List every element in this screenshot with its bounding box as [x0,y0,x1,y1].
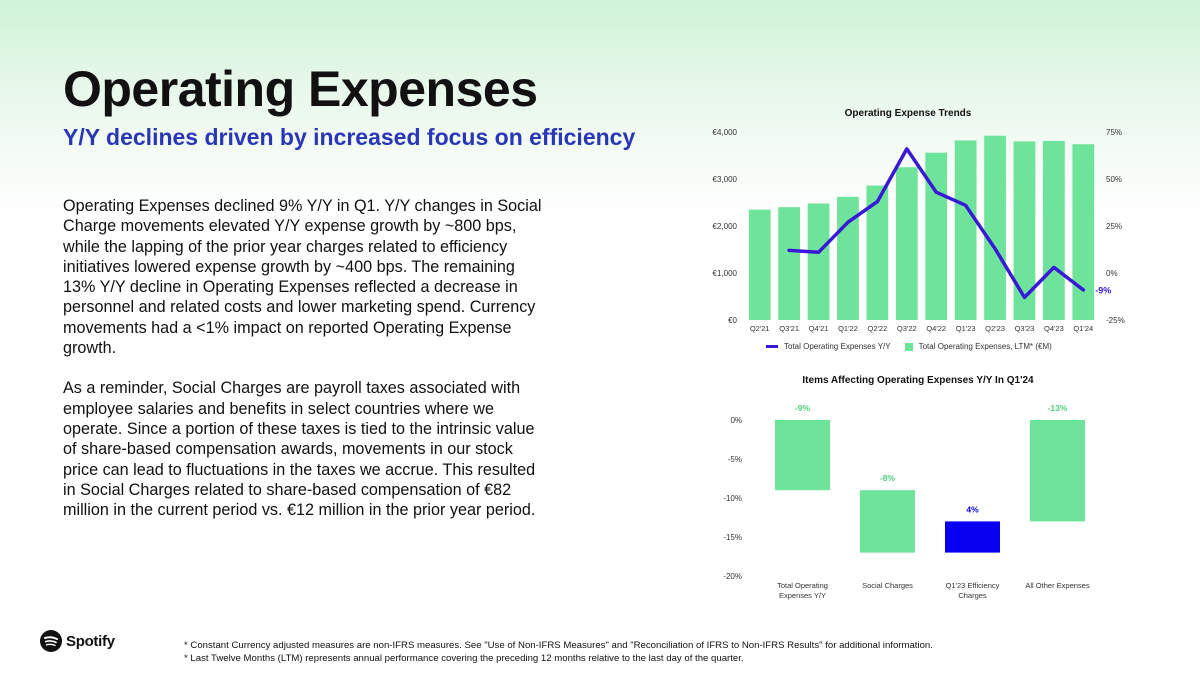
x-axis-category-label: Total Operating Expenses Y/Y [777,581,828,600]
legend-line-label: Total Operating Expenses Y/Y [784,342,891,351]
waterfall-data-label: 4% [966,504,979,514]
slide-subtitle: Y/Y declines driven by increased focus o… [63,124,636,150]
x-axis-tick-label: Q2'23 [985,324,1005,333]
spotify-logo-icon [40,630,62,652]
opex-ltm-bar [778,207,801,320]
waterfall-data-label: -9% [795,403,811,413]
opex-yoy-line [787,147,1086,300]
x-axis-category-label: Social Charges [862,581,913,590]
x-axis-tick-label: Q1'24 [1073,324,1093,333]
body-text: Operating Expenses declined 9% Y/Y in Q1… [63,196,543,540]
footnote-ltm: * Last Twelve Months (LTM) represents an… [184,652,744,664]
y-axis-tick-label: -15% [723,533,742,542]
right-axis-tick-label: 25% [1106,222,1122,231]
x-axis-tick-label: Q3'21 [779,324,799,333]
opex-ltm-bar [1042,140,1065,320]
footnote-non-ifrs: * Constant Currency adjusted measures ar… [184,640,933,651]
x-axis-tick-label: Q1'22 [838,324,858,333]
opex-ltm-bar [1013,141,1036,320]
footnotes: * Constant Currency adjusted measures ar… [184,640,933,665]
x-axis-category-label: All Other Expenses [1025,581,1089,590]
right-axis-tick-label: 50% [1106,175,1122,184]
waterfall-bar [1030,420,1085,522]
trend-chart-title: Operating Expense Trends [844,108,972,119]
waterfall-chart-title: Items Affecting Operating Expenses Y/Y I… [802,375,1034,386]
x-axis-tick-label: Q2'21 [750,324,770,333]
waterfall-bar [775,420,830,491]
x-axis-category-label: Q1'23 Efficiency Charges [946,581,1000,600]
left-axis-tick-label: €3,000 [713,175,738,184]
left-axis-tick-label: €2,000 [713,222,738,231]
x-axis-tick-label: Q3'22 [897,324,917,333]
opex-ltm-bar [1072,144,1095,320]
waterfall-chart: 0% -5% -10% -15% -20% -9% -8% 4% -13% Total Opera… [723,403,1090,600]
right-axis-tick-label: 0% [1106,269,1118,278]
waterfall-data-label: -13% [1048,403,1068,413]
y-axis-tick-label: -10% [723,494,742,503]
y-axis-tick-label: -20% [723,572,742,581]
waterfall-bar [860,490,915,553]
slide-title: Operating Expenses [63,61,538,117]
waterfall-bar [945,521,1000,553]
paragraph-opex-summary: Operating Expenses declined 9% Y/Y in Q1… [63,197,542,358]
opex-ltm-bar [895,167,918,320]
legend-line-swatch [766,345,778,348]
opex-ltm-bar [807,203,830,320]
x-axis-tick-label: Q4'22 [926,324,946,333]
left-axis-tick-label: €0 [728,316,737,325]
x-axis-tick-label: Q2'22 [867,324,887,333]
line-end-data-label: -9% [1095,285,1111,295]
opex-ltm-bar [925,152,948,320]
right-axis-tick-label: -25% [1106,316,1125,325]
paragraph-social-charges: As a reminder, Social Charges are payrol… [63,379,536,520]
legend-bar-label: Total Operating Expenses, LTM* (€M) [918,342,1052,351]
trend-legend: Total Operating Expenses Y/Y Total Opera… [766,342,1052,351]
trend-chart: €0 €1,000 €2,000 €3,000 €4,000 -25% 0% 25% 50% 75… [713,128,1125,333]
opex-ltm-bar [866,185,889,320]
y-axis-tick-label: -5% [728,455,742,464]
opex-ltm-bar [984,135,1006,320]
left-axis-tick-label: €1,000 [713,269,738,278]
legend-bar-swatch [904,342,913,351]
logo-wordmark: Spotify [66,632,115,650]
x-axis-tick-label: Q4'23 [1044,324,1064,333]
opex-ltm-bar [954,140,977,320]
x-axis-tick-label: Q4'21 [809,324,829,333]
waterfall-data-label: -8% [880,473,896,483]
spotify-logo: Spotify [40,630,115,652]
x-axis-tick-label: Q3'23 [1015,324,1035,333]
y-axis-tick-label: 0% [730,416,742,425]
opex-ltm-bar [748,209,771,320]
left-axis-tick-label: €4,000 [713,128,738,137]
right-axis-tick-label: 75% [1106,128,1122,137]
x-axis-tick-label: Q1'23 [956,324,976,333]
